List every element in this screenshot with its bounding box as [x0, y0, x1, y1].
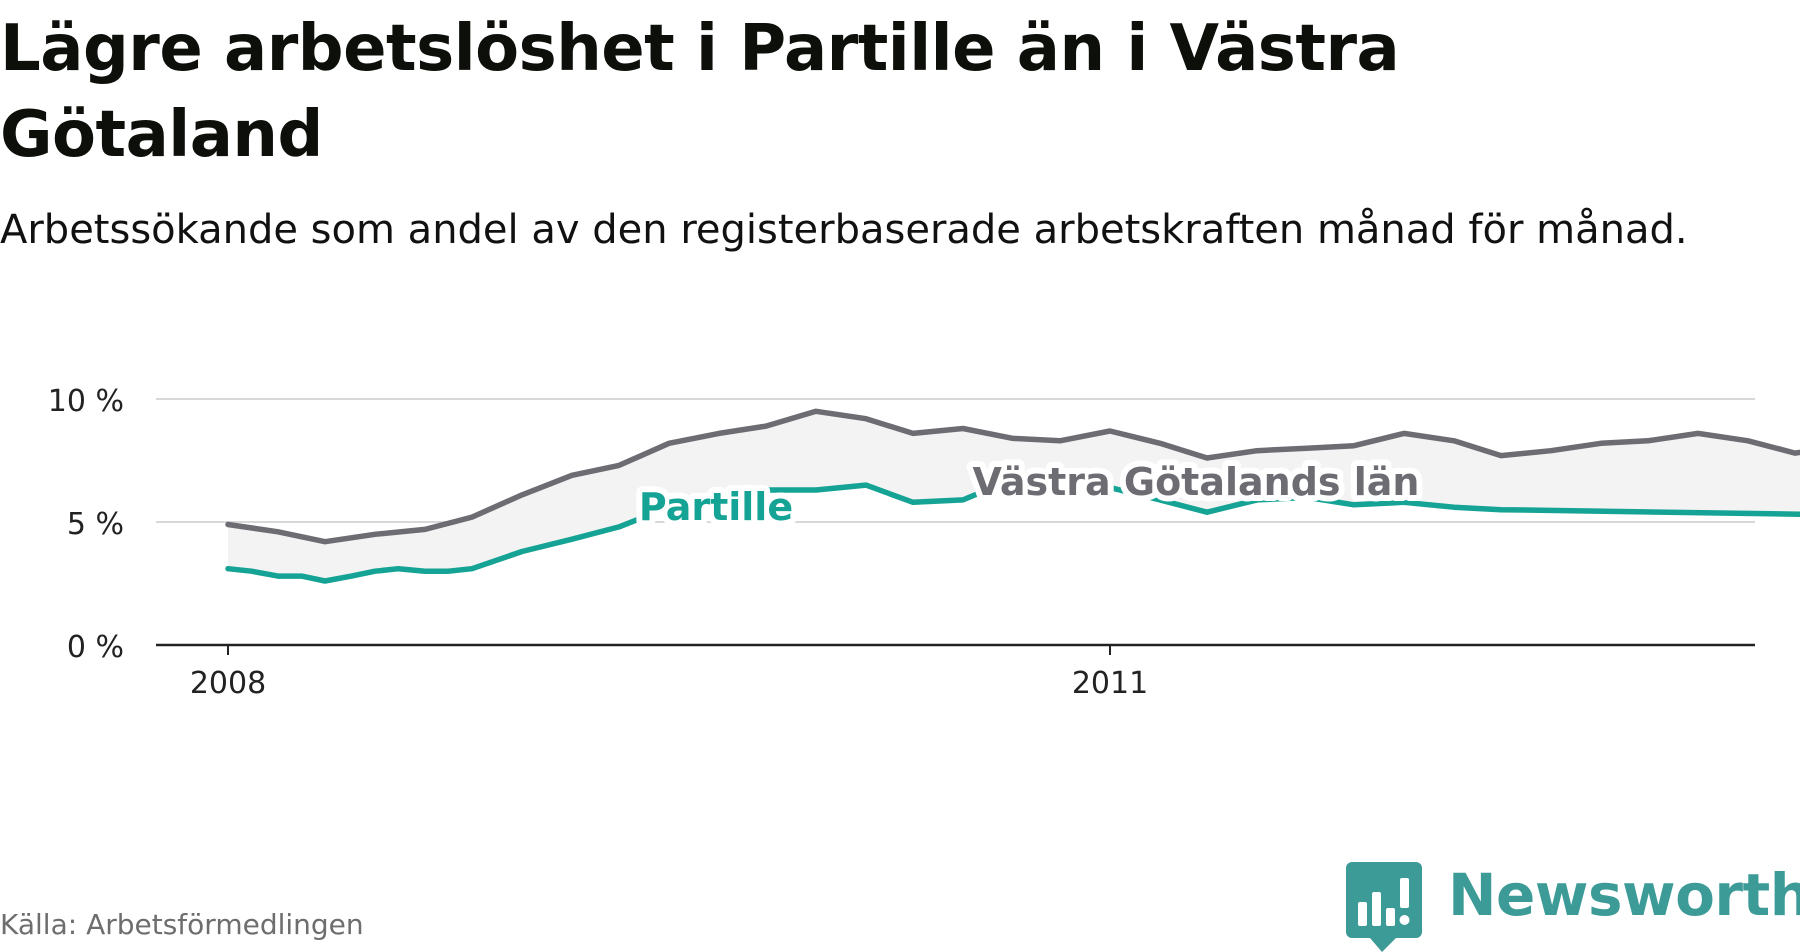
x-tick-label: 2008: [190, 666, 266, 701]
series-line-partille: [225, 482, 1800, 584]
x-tick-label: 2011: [1072, 666, 1148, 701]
logo-text: Newsworthy: [1448, 861, 1800, 929]
y-tick-label: 5 %: [67, 507, 124, 542]
y-tick-label: 0 %: [67, 630, 124, 665]
series-label-partille: Partille: [639, 485, 793, 529]
chart-title: Lägre arbetslöshet i Partille än i Västr…: [0, 12, 1400, 172]
series-label-vastra-gotalands-lan: Västra Götalands län: [973, 460, 1420, 504]
bar-chart-speech-bubble-icon: [1346, 862, 1422, 952]
difference-band: [228, 411, 1800, 581]
source-note: Källa: Arbetsförmedlingen: [0, 908, 364, 941]
y-tick-label: 10 %: [48, 384, 124, 419]
chart-subtitle: Arbetssökande som andel av den registerb…: [0, 207, 1688, 253]
series-line-vastra-gotalands-lan: [225, 408, 1800, 545]
newsworthy-logo[interactable]: Newsworthy: [1346, 858, 1800, 952]
